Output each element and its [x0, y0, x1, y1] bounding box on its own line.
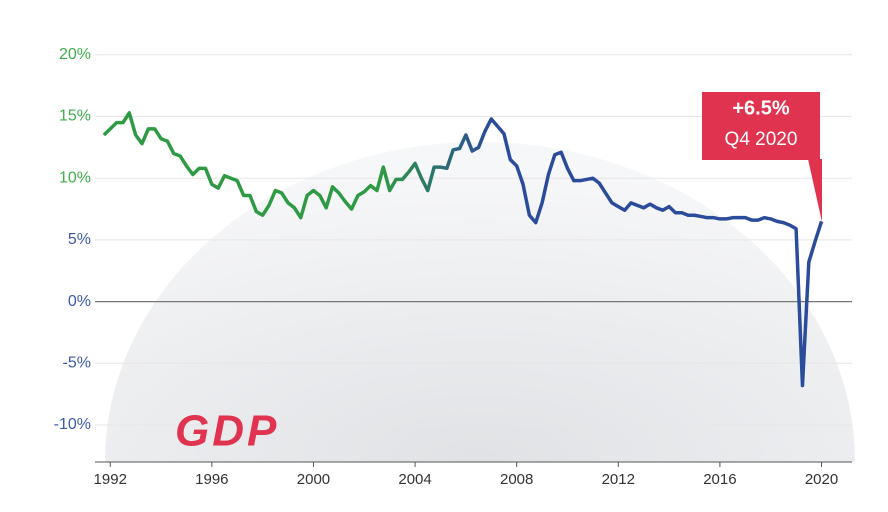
- y-tick-label: 20%: [59, 46, 91, 63]
- annotation-subtext: Q4 2020: [725, 129, 798, 150]
- marks: [102, 111, 824, 388]
- y-tick-label: 10%: [59, 169, 91, 186]
- logo: GDP: [175, 407, 279, 456]
- x-tick-label: 2016: [703, 471, 736, 488]
- x-tick-label: 1992: [94, 471, 127, 488]
- annotation-box: [702, 92, 820, 160]
- y-tick-label: 15%: [59, 108, 91, 125]
- grid: [95, 54, 852, 426]
- x-tick-label: 1996: [195, 471, 228, 488]
- annotation-pointer: [808, 159, 822, 222]
- y-tick-label: -5%: [63, 355, 91, 372]
- annotation-text: +6.5%: [732, 97, 789, 119]
- x-tick-label: 2020: [805, 471, 838, 488]
- gdp-line: [102, 111, 824, 388]
- y-tick-label: 5%: [68, 231, 91, 248]
- x-tick-label: 2004: [398, 471, 431, 488]
- y-tick-label: 0%: [68, 293, 91, 310]
- x-tick-label: 2000: [297, 471, 330, 488]
- annotation: +6.5% Q4 2020: [702, 92, 822, 222]
- y-tick-label: -10%: [54, 416, 91, 433]
- x-tick-label: 2008: [500, 471, 533, 488]
- x-tick-label: 2012: [602, 471, 635, 488]
